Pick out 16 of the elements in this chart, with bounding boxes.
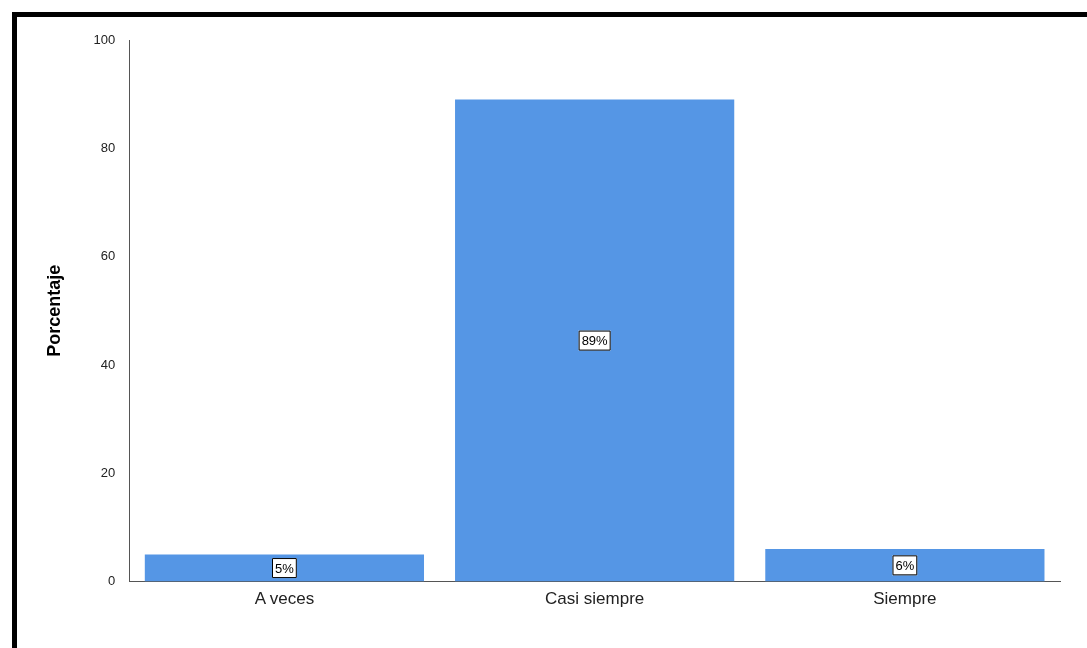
y-tick-label: 100 [93, 31, 116, 47]
y-tick-label: 20 [100, 464, 116, 480]
data-label: 5% [275, 560, 295, 576]
data-label: 89% [581, 333, 609, 349]
y-tick-label: 80 [100, 139, 116, 155]
x-tick-label: Siempre [873, 589, 937, 609]
data-label: 6% [895, 557, 915, 573]
x-tick-label: A veces [254, 589, 315, 609]
y-tick-label: 60 [100, 248, 116, 264]
bar [765, 549, 1045, 582]
y-tick-label: 40 [100, 356, 116, 372]
y-tick-label: 0 [108, 573, 116, 589]
bar [144, 554, 425, 582]
x-tick-label: Casi siempre [545, 589, 645, 609]
bar [455, 99, 735, 582]
y-axis-title: Porcentaje [43, 264, 64, 357]
